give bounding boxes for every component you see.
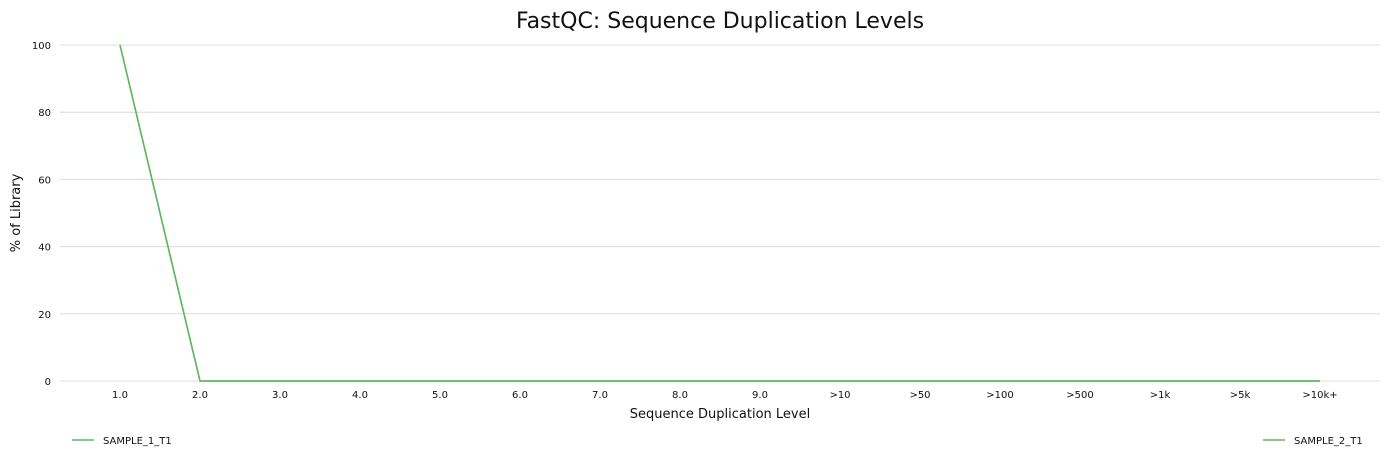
- x-tick-label: 4.0: [352, 390, 368, 401]
- y-tick-label: 80: [38, 108, 51, 119]
- x-tick-label: 3.0: [272, 390, 288, 401]
- legend-item[interactable]: SAMPLE_1_T1: [72, 436, 172, 447]
- y-axis-title: % of Library: [9, 173, 24, 252]
- y-tick-label: 60: [38, 175, 51, 186]
- x-tick-label: >10k+: [1302, 390, 1337, 401]
- x-tick-label: 5.0: [432, 390, 448, 401]
- x-tick-label: 9.0: [752, 390, 768, 401]
- x-tick-label: 7.0: [592, 390, 608, 401]
- legend-label: SAMPLE_1_T1: [103, 436, 172, 447]
- chart-title: FastQC: Sequence Duplication Levels: [516, 9, 924, 34]
- x-tick-label: >50: [909, 390, 930, 401]
- y-tick-label: 20: [38, 310, 51, 321]
- x-tick-label: 1.0: [112, 390, 128, 401]
- x-axis-title: Sequence Duplication Level: [630, 407, 810, 422]
- y-tick-label: 100: [32, 41, 51, 52]
- series-line-sample-1-t1: [119, 44, 1320, 382]
- y-axis-ticks: 0 20 40 60 80 100: [32, 41, 51, 388]
- x-tick-label: >10: [829, 390, 850, 401]
- x-tick-label: >5k: [1230, 390, 1251, 401]
- legend: SAMPLE_1_T1 SAMPLE_2_T1: [72, 436, 1363, 447]
- y-tick-label: 40: [38, 243, 51, 254]
- series-lines: [119, 44, 1320, 382]
- x-tick-label: >500: [1066, 390, 1093, 401]
- x-tick-label: >1k: [1150, 390, 1171, 401]
- series-line-sample-2-t1: [119, 44, 1320, 382]
- y-tick-label: 0: [45, 377, 51, 388]
- legend-label: SAMPLE_2_T1: [1294, 436, 1363, 447]
- x-axis-ticks: 1.0 2.0 3.0 4.0 5.0 6.0 7.0 8.0 9.0 >10 >50 >100 >50…: [112, 390, 1338, 401]
- x-tick-label: >100: [986, 390, 1013, 401]
- legend-item[interactable]: SAMPLE_2_T1: [1263, 436, 1363, 447]
- x-tick-label: 2.0: [192, 390, 208, 401]
- x-tick-label: 6.0: [512, 390, 528, 401]
- x-tick-label: 8.0: [672, 390, 688, 401]
- gridlines: [60, 44, 1380, 382]
